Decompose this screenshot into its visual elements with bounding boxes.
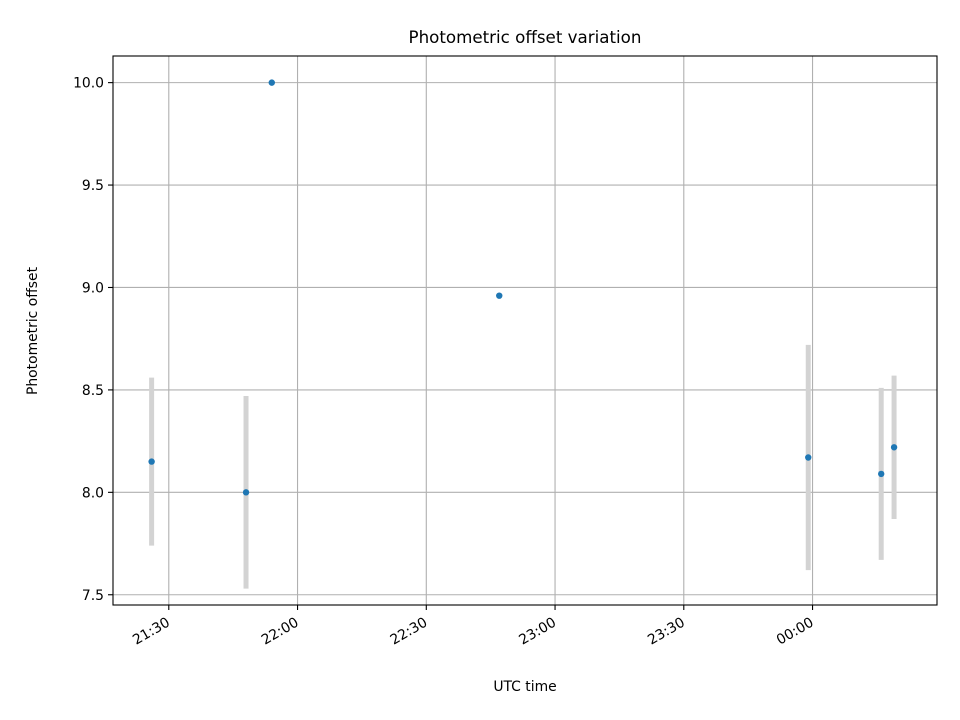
y-axis-ticks: 7.5 8.0 8.5 9.0 9.5 10.0 (73, 76, 113, 604)
plot-frame (112, 55, 938, 606)
y-tick-label: 8.0 (82, 485, 104, 501)
data-point (268, 79, 275, 86)
grid-lines (113, 56, 937, 605)
data-point (242, 489, 250, 496)
y-tick-label: 9.5 (82, 178, 104, 194)
data-point (805, 454, 812, 461)
chart-title: Photometric offset variation (409, 27, 642, 47)
x-axis-label: UTC time (493, 679, 556, 695)
data-point (496, 292, 503, 299)
y-axis-label: Photometric offset (25, 266, 41, 395)
y-tick-label: 8.5 (82, 383, 104, 399)
y-tick-label: 7.5 (82, 588, 104, 604)
data-point (878, 470, 885, 478)
y-tick-label: 10.0 (73, 76, 104, 92)
y-tick-label: 9.0 (82, 280, 104, 296)
data-points (148, 79, 898, 496)
data-point (890, 444, 898, 451)
data-point (148, 458, 155, 465)
